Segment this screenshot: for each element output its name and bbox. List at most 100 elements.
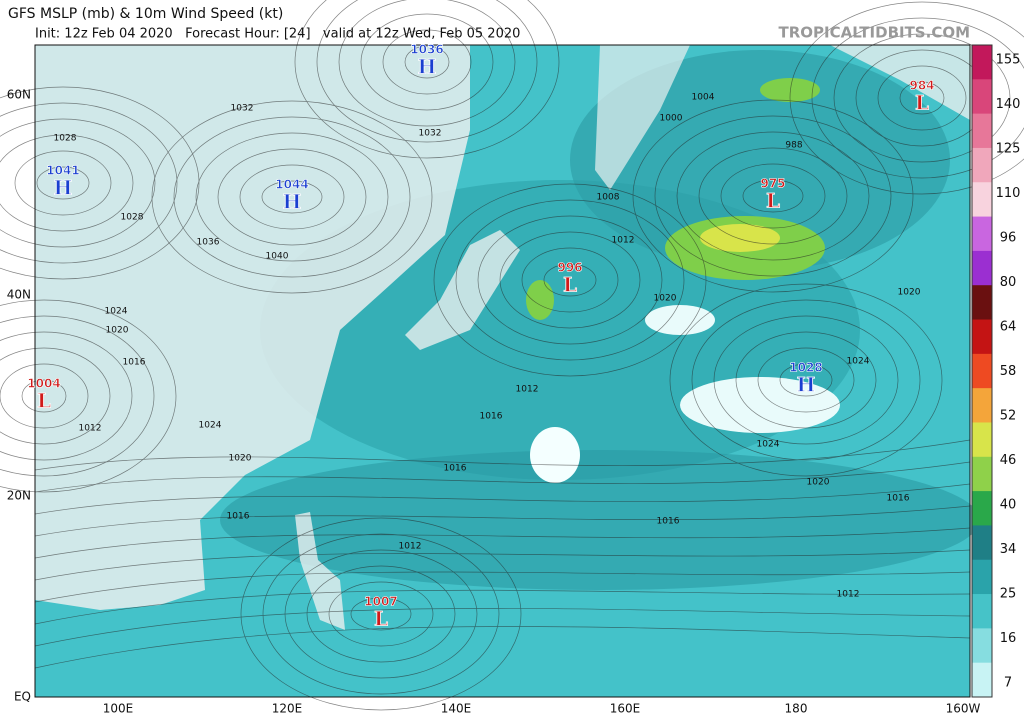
- isobar-label: 1004: [692, 93, 715, 103]
- isobar-line: [404, 45, 450, 79]
- isobar-line: [21, 379, 67, 413]
- isobar-line: [0, 363, 89, 429]
- center-letter: H: [418, 55, 437, 79]
- colorbar-swatch: [972, 319, 992, 355]
- colorbar-label: 58: [1000, 364, 1017, 379]
- isobar-line: [34, 527, 971, 559]
- isobar-label: 1012: [399, 542, 422, 552]
- colorbar-label: 7: [1004, 676, 1012, 691]
- isobar-label: 1012: [79, 424, 102, 434]
- center-value: 1007: [364, 595, 397, 609]
- isobar-line: [0, 299, 177, 493]
- colorbar-label: 80: [1000, 275, 1017, 290]
- isobar-line: [521, 247, 619, 313]
- isobar-label: 1024: [847, 357, 870, 367]
- colorbar-swatch: [972, 456, 992, 492]
- colorbar-swatch: [972, 79, 992, 115]
- center-value: 1044: [275, 178, 308, 192]
- center-letter: L: [766, 189, 780, 213]
- center-value: 1041: [46, 164, 79, 178]
- colorbar-swatch: [972, 628, 992, 664]
- isobar-label: 1012: [516, 385, 539, 395]
- isobar-line: [240, 517, 522, 711]
- center-value: 996: [557, 261, 582, 275]
- lat-label: 40N: [7, 288, 31, 302]
- isobar-line: [720, 163, 826, 229]
- colorbar-label: 110: [996, 186, 1021, 201]
- colorbar-label: 125: [996, 142, 1021, 157]
- isobar-label: 1012: [837, 590, 860, 600]
- isobar-label: 1040: [266, 252, 289, 262]
- lon-label: 100E: [103, 702, 134, 716]
- isobar-label: 1020: [654, 294, 677, 304]
- isobar-line: [338, 0, 516, 127]
- colorbar-label: 34: [1000, 542, 1017, 557]
- isobar-label: 1024: [199, 421, 222, 431]
- isobar-line: [0, 315, 155, 477]
- colorbar-label: 96: [1000, 231, 1017, 246]
- isobar-line: [14, 150, 112, 216]
- center-value: 1036: [410, 43, 443, 57]
- isobar-line: [0, 331, 133, 461]
- lon-label: 120E: [272, 702, 303, 716]
- isobar-line: [262, 533, 500, 695]
- lon-label: 140E: [441, 702, 472, 716]
- colorbar-swatch: [972, 662, 992, 698]
- colorbar-swatch: [972, 216, 992, 252]
- colorbar-label: 52: [1000, 409, 1017, 424]
- isobar-line: [833, 33, 1011, 163]
- colorbar-swatch: [972, 491, 992, 526]
- colorbar-swatch: [972, 45, 992, 80]
- isobar-label: 1016: [444, 464, 467, 474]
- isobar-line: [217, 148, 367, 246]
- isobar-line: [455, 199, 685, 361]
- isobar-label: 1012: [612, 236, 635, 246]
- isobar-line: [735, 331, 877, 429]
- isobar-label: 1016: [227, 512, 250, 522]
- center-letter: L: [563, 273, 577, 297]
- isobar-line: [350, 597, 412, 631]
- isobar-line: [239, 164, 345, 230]
- isobar-line: [151, 100, 433, 294]
- center-letter: L: [37, 389, 51, 413]
- isobar-label: 988: [785, 141, 802, 151]
- colorbar-label: 46: [1000, 453, 1017, 468]
- colorbar-label: 25: [1000, 587, 1017, 602]
- isobar-line: [789, 1, 1024, 195]
- colorbar-swatch: [972, 285, 992, 321]
- isobar-line: [294, 0, 560, 159]
- isobar-line: [477, 215, 663, 345]
- isobar-line: [34, 571, 971, 603]
- isobar-line: [34, 505, 971, 537]
- isobar-label: 1032: [231, 104, 254, 114]
- isobar-line: [499, 231, 641, 329]
- isobar-line: [632, 99, 914, 293]
- colorbar-label: 140: [996, 97, 1021, 112]
- center-letter: L: [374, 607, 388, 631]
- colorbar-swatch: [972, 388, 992, 423]
- isobar-line: [713, 315, 899, 445]
- map-frame: [34, 44, 971, 698]
- colorbar-swatch: [972, 250, 992, 286]
- isobar-line: [316, 0, 538, 143]
- lon-label: 160E: [610, 702, 641, 716]
- colorbar-swatch: [972, 113, 992, 149]
- center-letter: H: [797, 373, 816, 397]
- center-value: 1004: [27, 377, 60, 391]
- center-letter: H: [54, 176, 73, 200]
- colorbar-label: 64: [1000, 320, 1017, 335]
- lat-label: 60N: [7, 88, 31, 102]
- isobar-line: [34, 589, 971, 625]
- isobar-line: [698, 147, 848, 245]
- isobar-line: [34, 549, 971, 581]
- isobar-label: 1032: [419, 129, 442, 139]
- isobar-label: 1024: [757, 440, 780, 450]
- colorbar-swatch: [972, 422, 992, 458]
- isobar-line: [34, 608, 971, 647]
- isobar-line: [34, 461, 971, 493]
- isobar-line: [654, 115, 892, 277]
- lat-label: 20N: [7, 489, 31, 503]
- colorbar-swatch: [972, 559, 992, 595]
